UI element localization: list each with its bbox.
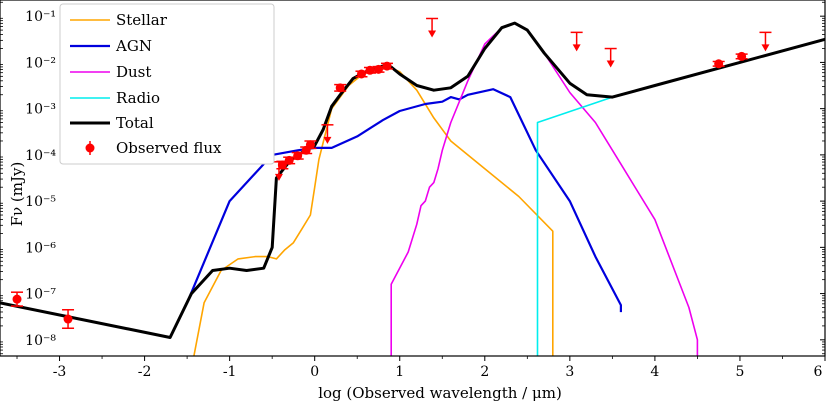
observed-point <box>304 140 317 150</box>
observed-marker <box>714 59 724 69</box>
x-tick-label: -1 <box>223 364 237 380</box>
upper-limit-marker <box>604 47 617 68</box>
plot-frame <box>0 0 826 357</box>
y-tick-label: 10⁻⁴ <box>25 148 56 164</box>
observed-marker <box>382 61 392 71</box>
legend-label-agn: AGN <box>115 37 152 55</box>
upper-limit-arrow <box>428 30 437 38</box>
upper-limit-arrow <box>606 60 615 68</box>
observed-point <box>372 64 385 74</box>
series-line-radio <box>536 96 613 356</box>
observed-marker <box>293 151 303 161</box>
y-axis-label: Fν (mJy) <box>8 162 26 227</box>
y-tick-label: 10⁻⁸ <box>25 333 56 349</box>
observed-point <box>62 309 75 330</box>
x-tick-label: -2 <box>138 364 152 380</box>
observed-marker <box>737 51 747 61</box>
upper-limit-marker <box>321 124 334 144</box>
observed-point <box>11 291 24 307</box>
observed-point <box>380 61 393 71</box>
observed-marker <box>277 160 287 170</box>
observed-point <box>291 151 304 161</box>
series-line-stellar <box>193 66 554 356</box>
observed-points-layer <box>11 17 772 330</box>
observed-point <box>712 59 725 69</box>
observed-marker <box>335 83 345 93</box>
legend-swatch-observed-marker <box>85 143 95 153</box>
y-tick-label: 10⁻¹ <box>25 9 56 25</box>
upper-limit-arrow <box>274 173 283 181</box>
x-axis-label: log (Observed wavelength / μm) <box>318 384 562 402</box>
legend-box <box>59 3 275 165</box>
x-tick-label: 5 <box>735 364 744 380</box>
observed-point <box>363 65 376 75</box>
observed-marker <box>356 69 366 79</box>
y-tick-label: 10⁻² <box>25 55 56 71</box>
legend-label-stellar: Stellar <box>116 11 168 29</box>
legend-label-dust: Dust <box>116 63 151 81</box>
observed-marker <box>373 64 383 74</box>
observed-marker <box>284 155 294 165</box>
y-tick-label: 10⁻⁷ <box>25 287 56 303</box>
x-tick-label: 0 <box>310 364 319 380</box>
y-tick-label: 10⁻⁶ <box>25 240 56 256</box>
x-tick-label: -3 <box>53 364 67 380</box>
observed-marker <box>365 65 375 75</box>
upper-limit-arrow <box>761 44 770 52</box>
x-tick-label: 6 <box>814 364 823 380</box>
x-tick-label: 2 <box>480 364 489 380</box>
legend-label-observed: Observed flux <box>116 139 222 157</box>
series-line-dust <box>390 22 699 356</box>
upper-limit-arrow <box>323 136 332 144</box>
observed-marker <box>305 140 315 150</box>
upper-limit-marker <box>272 161 285 181</box>
legend-label-radio: Radio <box>116 89 160 107</box>
observed-marker <box>12 294 22 304</box>
y-tick-label: 10⁻³ <box>25 102 56 118</box>
upper-limit-marker <box>426 17 439 38</box>
y-tick-label: 10⁻⁵ <box>25 194 56 210</box>
observed-marker <box>63 314 73 324</box>
legend: Stellar AGN Dust Radio Total Observed fl… <box>59 3 275 165</box>
upper-limit-arrow <box>572 44 581 52</box>
x-tick-label: 3 <box>565 364 574 380</box>
upper-limit-marker <box>759 31 772 52</box>
observed-point <box>334 83 347 93</box>
upper-limit-marker <box>570 31 583 52</box>
x-tick-label: 1 <box>395 364 404 380</box>
y-axis-ticks: 10⁻⁸ 10⁻⁷ 10⁻⁶ 10⁻⁵ 10⁻⁴ 10⁻³ 10⁻² 10⁻¹ <box>0 1 825 355</box>
observed-point <box>283 155 296 165</box>
legend-label-total: Total <box>116 114 154 132</box>
x-axis-ticks: -3 -2 -1 0 1 2 3 4 5 6 <box>16 356 826 380</box>
observed-point <box>355 69 368 79</box>
x-tick-label: 4 <box>650 364 659 380</box>
observed-point <box>735 51 748 61</box>
